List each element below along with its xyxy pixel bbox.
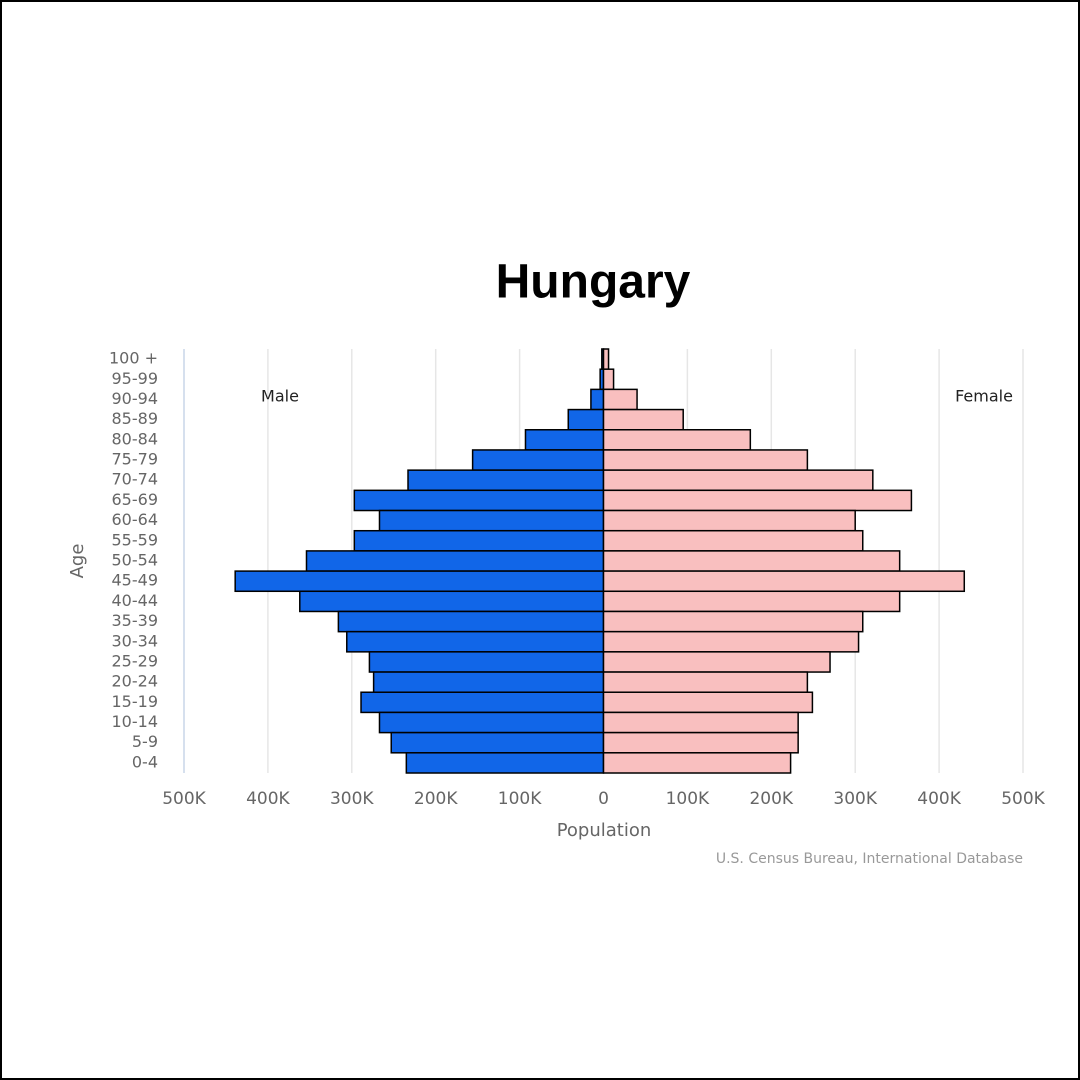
- bar: [407, 469, 605, 492]
- bar: [337, 610, 605, 633]
- bar: [234, 570, 605, 593]
- y-tick-label: 80-84: [112, 429, 159, 448]
- y-tick-label: 65-69: [112, 490, 159, 509]
- bar: [405, 752, 605, 774]
- y-tick-label: 20-24: [112, 672, 159, 691]
- bar: [602, 570, 966, 593]
- bar: [353, 489, 605, 512]
- x-tick-label: 0: [598, 789, 609, 809]
- bar: [390, 731, 605, 754]
- bar: [602, 489, 913, 512]
- bar: [602, 429, 752, 451]
- bar: [378, 711, 605, 734]
- y-tick-label: 30-34: [112, 631, 159, 650]
- x-tick-label: 100K: [498, 789, 542, 809]
- source: U.S. Census Bureau, International Databa…: [716, 851, 1023, 867]
- x-tick-label: 300K: [330, 789, 374, 809]
- y-tick-label: 5-9: [132, 732, 158, 751]
- bar: [602, 752, 792, 774]
- bar: [346, 630, 605, 653]
- bar: [602, 731, 799, 754]
- y-tick-label: 85-89: [112, 409, 159, 428]
- y-tick-label: 55-59: [112, 530, 159, 549]
- bar: [602, 388, 638, 411]
- x-tick-label: 500K: [1001, 789, 1045, 809]
- x-tick-label: 300K: [833, 789, 877, 809]
- bar: [602, 691, 814, 714]
- y-tick-label: 35-39: [112, 611, 159, 630]
- y-tick-label: 25-29: [112, 651, 159, 670]
- x-axis-title: Population: [557, 820, 652, 841]
- bar: [602, 509, 856, 532]
- bar: [602, 368, 615, 391]
- bar: [353, 529, 605, 552]
- bar: [602, 469, 874, 492]
- y-tick-label: 50-54: [112, 551, 159, 570]
- bar: [590, 388, 605, 411]
- bar: [305, 550, 605, 572]
- bar: [602, 550, 901, 572]
- x-tick-label: 400K: [917, 789, 961, 809]
- y-tick-label: 45-49: [112, 571, 159, 590]
- bar: [524, 429, 605, 451]
- bar: [299, 590, 605, 613]
- bar: [602, 449, 809, 471]
- x-tick-label: 100K: [666, 789, 710, 809]
- y-tick-label: 95-99: [112, 369, 159, 388]
- bar: [360, 691, 605, 714]
- bar: [602, 671, 809, 693]
- bar: [602, 348, 610, 370]
- bar: [602, 408, 684, 431]
- y-tick-label: 0-4: [132, 752, 158, 771]
- legend-label: Male: [261, 387, 299, 406]
- bar: [378, 509, 605, 532]
- chart-title: Hungary: [496, 256, 691, 309]
- bar: [602, 711, 799, 734]
- bar: [471, 449, 605, 471]
- bar: [602, 630, 860, 653]
- legend-label: Female: [955, 387, 1013, 406]
- y-tick-label: 75-79: [112, 450, 159, 469]
- y-tick-label: 90-94: [112, 389, 159, 408]
- x-tick-label: 200K: [749, 789, 793, 809]
- bar: [602, 529, 864, 552]
- x-tick-label: 500K: [162, 789, 206, 809]
- y-axis-title: Age: [67, 544, 88, 579]
- x-tick-label: 200K: [414, 789, 458, 809]
- bar: [372, 671, 605, 693]
- bar: [602, 610, 864, 633]
- bar: [602, 590, 901, 613]
- bar: [602, 651, 831, 673]
- y-tick-label: 10-14: [112, 712, 159, 731]
- bar: [368, 651, 605, 673]
- y-tick-label: 40-44: [112, 591, 159, 610]
- y-tick-label: 100 +: [109, 349, 158, 368]
- y-tick-label: 60-64: [112, 510, 159, 529]
- y-tick-label: 15-19: [112, 692, 159, 711]
- x-tick-label: 400K: [246, 789, 290, 809]
- y-tick-label: 70-74: [112, 470, 159, 489]
- bar: [567, 408, 605, 431]
